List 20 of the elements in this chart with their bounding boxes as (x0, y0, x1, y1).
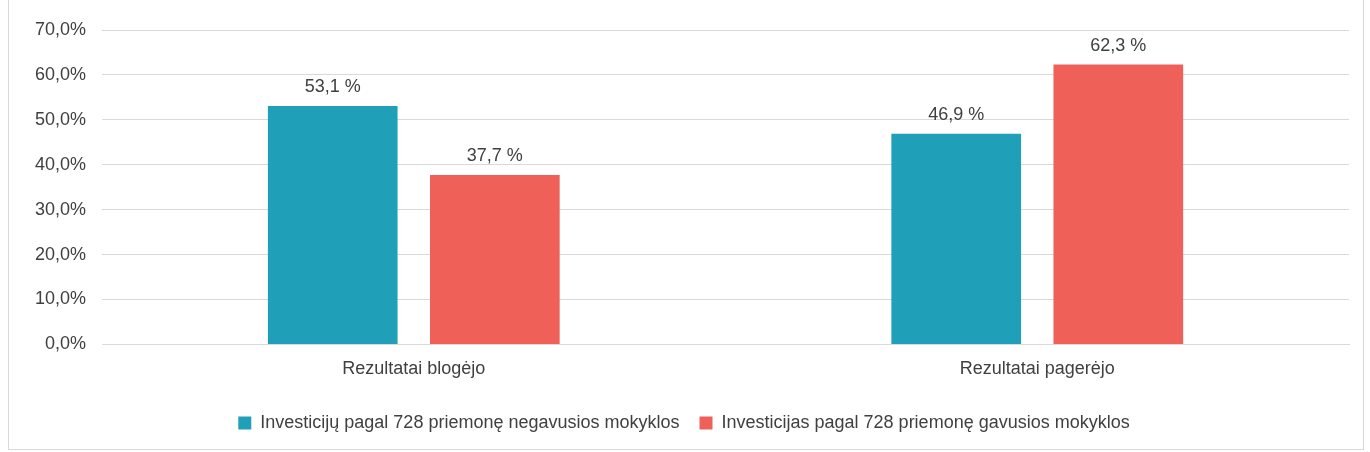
data-label: 62,3 % (1090, 34, 1147, 55)
y-tick-label: 50,0% (34, 108, 87, 129)
y-tick-label: 70,0% (34, 18, 87, 39)
bar (429, 175, 560, 344)
legend-label: Investicijas pagal 728 priemonę gavusios mokyklos (721, 411, 1130, 432)
data-label: 37,7 % (466, 145, 523, 166)
y-tick-label: 20,0% (34, 243, 87, 264)
y-tick-label: 40,0% (34, 153, 87, 174)
x-tick-label: Rezultatai pagerėjo (959, 358, 1115, 379)
legend-label: Investicijų pagal 728 priemonę negavusios mokyklos (260, 411, 680, 432)
bar (267, 105, 398, 344)
bar (891, 133, 1022, 344)
y-tick-label: 10,0% (34, 288, 87, 309)
y-tick-label: 30,0% (34, 198, 87, 219)
y-tick-label: 0,0% (45, 333, 87, 354)
data-label: 46,9 % (928, 103, 985, 124)
x-tick-label: Rezultatai blogėjo (342, 358, 486, 379)
bar (1053, 64, 1184, 344)
data-label: 53,1 % (304, 75, 361, 96)
y-tick-label: 60,0% (34, 63, 87, 84)
